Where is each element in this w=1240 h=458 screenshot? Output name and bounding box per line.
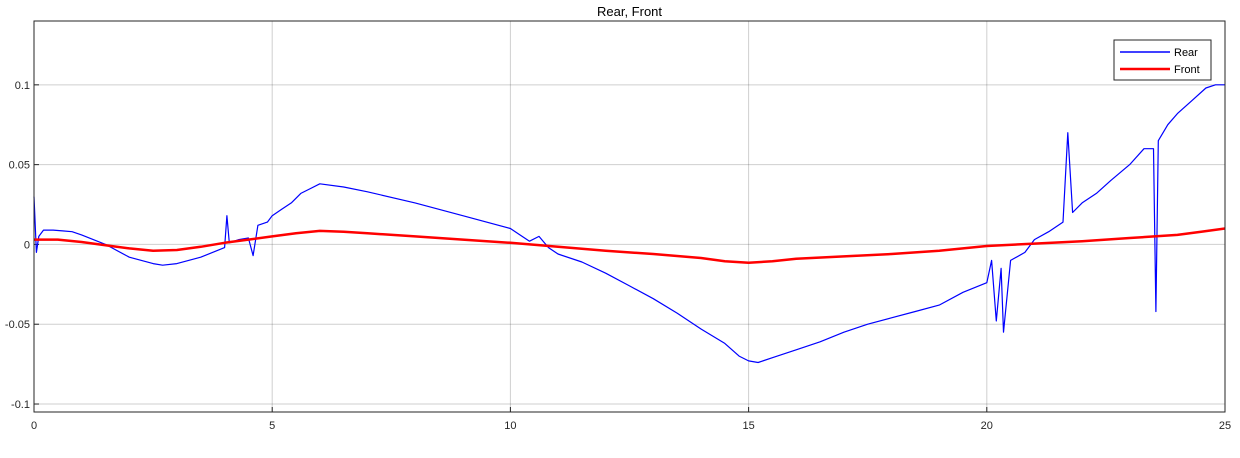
chart-title: Rear, Front xyxy=(597,4,662,19)
legend-rear-label: Rear xyxy=(1174,47,1198,59)
x-tick-label: 15 xyxy=(742,420,754,432)
series-line-rear xyxy=(33,84,1225,364)
legend: Rear Front xyxy=(1113,39,1212,81)
x-tick-label: 5 xyxy=(269,420,275,432)
y-tick-label: -0.05 xyxy=(5,319,30,331)
plot-area xyxy=(34,21,1225,412)
x-tick-label: 20 xyxy=(981,420,993,432)
series-layer xyxy=(33,84,1226,364)
y-tick-label: 0.1 xyxy=(15,80,30,92)
x-tick-label: 0 xyxy=(31,420,37,432)
plot-frame xyxy=(33,20,1226,413)
y-tick-label: -0.1 xyxy=(11,399,30,411)
axis-ticks: 0 5 10 15 20 25 -0.1 -0.05 0 0.05 0.1 xyxy=(5,80,1231,432)
x-tick-label: 25 xyxy=(1219,420,1231,432)
legend-front-label: Front xyxy=(1174,64,1200,76)
y-tick-label: 0.05 xyxy=(9,160,30,172)
legend-box xyxy=(1113,39,1212,81)
series-line-front xyxy=(34,227,1226,265)
x-tick-label: 10 xyxy=(504,420,516,432)
y-tick-label: 0 xyxy=(24,239,30,251)
